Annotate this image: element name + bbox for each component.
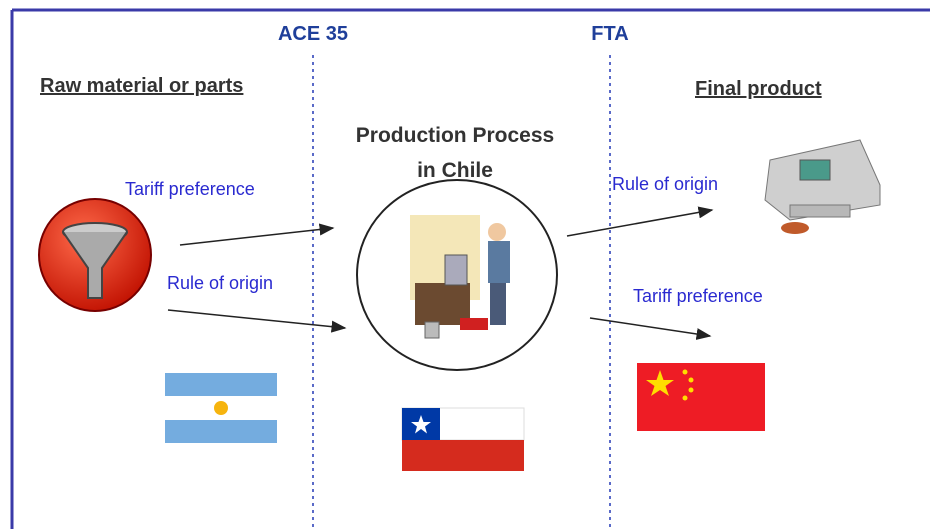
- center-title: in Chile: [417, 159, 493, 182]
- agreement-label: ACE 35: [278, 23, 348, 45]
- funnel-icon: [38, 198, 152, 312]
- arrow: [179, 223, 335, 246]
- agreement-label: FTA: [591, 23, 628, 45]
- chile-flag: [401, 407, 525, 471]
- production-ellipse: [356, 179, 558, 371]
- machine-illustration: [764, 139, 881, 234]
- center-title: Production Process: [356, 124, 554, 147]
- arrow-label: Tariff preference: [633, 286, 763, 306]
- arrow: [167, 309, 347, 333]
- china-flag: [637, 363, 765, 431]
- argentina-flag: [165, 373, 277, 443]
- column-title: Raw material or parts: [40, 75, 243, 97]
- worker-illustration: [410, 215, 510, 339]
- arrow: [566, 206, 714, 237]
- arrow-label: Rule of origin: [167, 273, 273, 293]
- arrow: [589, 317, 712, 340]
- arrow-label: Rule of origin: [612, 174, 718, 194]
- arrow-label: Tariff preference: [125, 179, 255, 199]
- column-title: Final product: [695, 78, 822, 100]
